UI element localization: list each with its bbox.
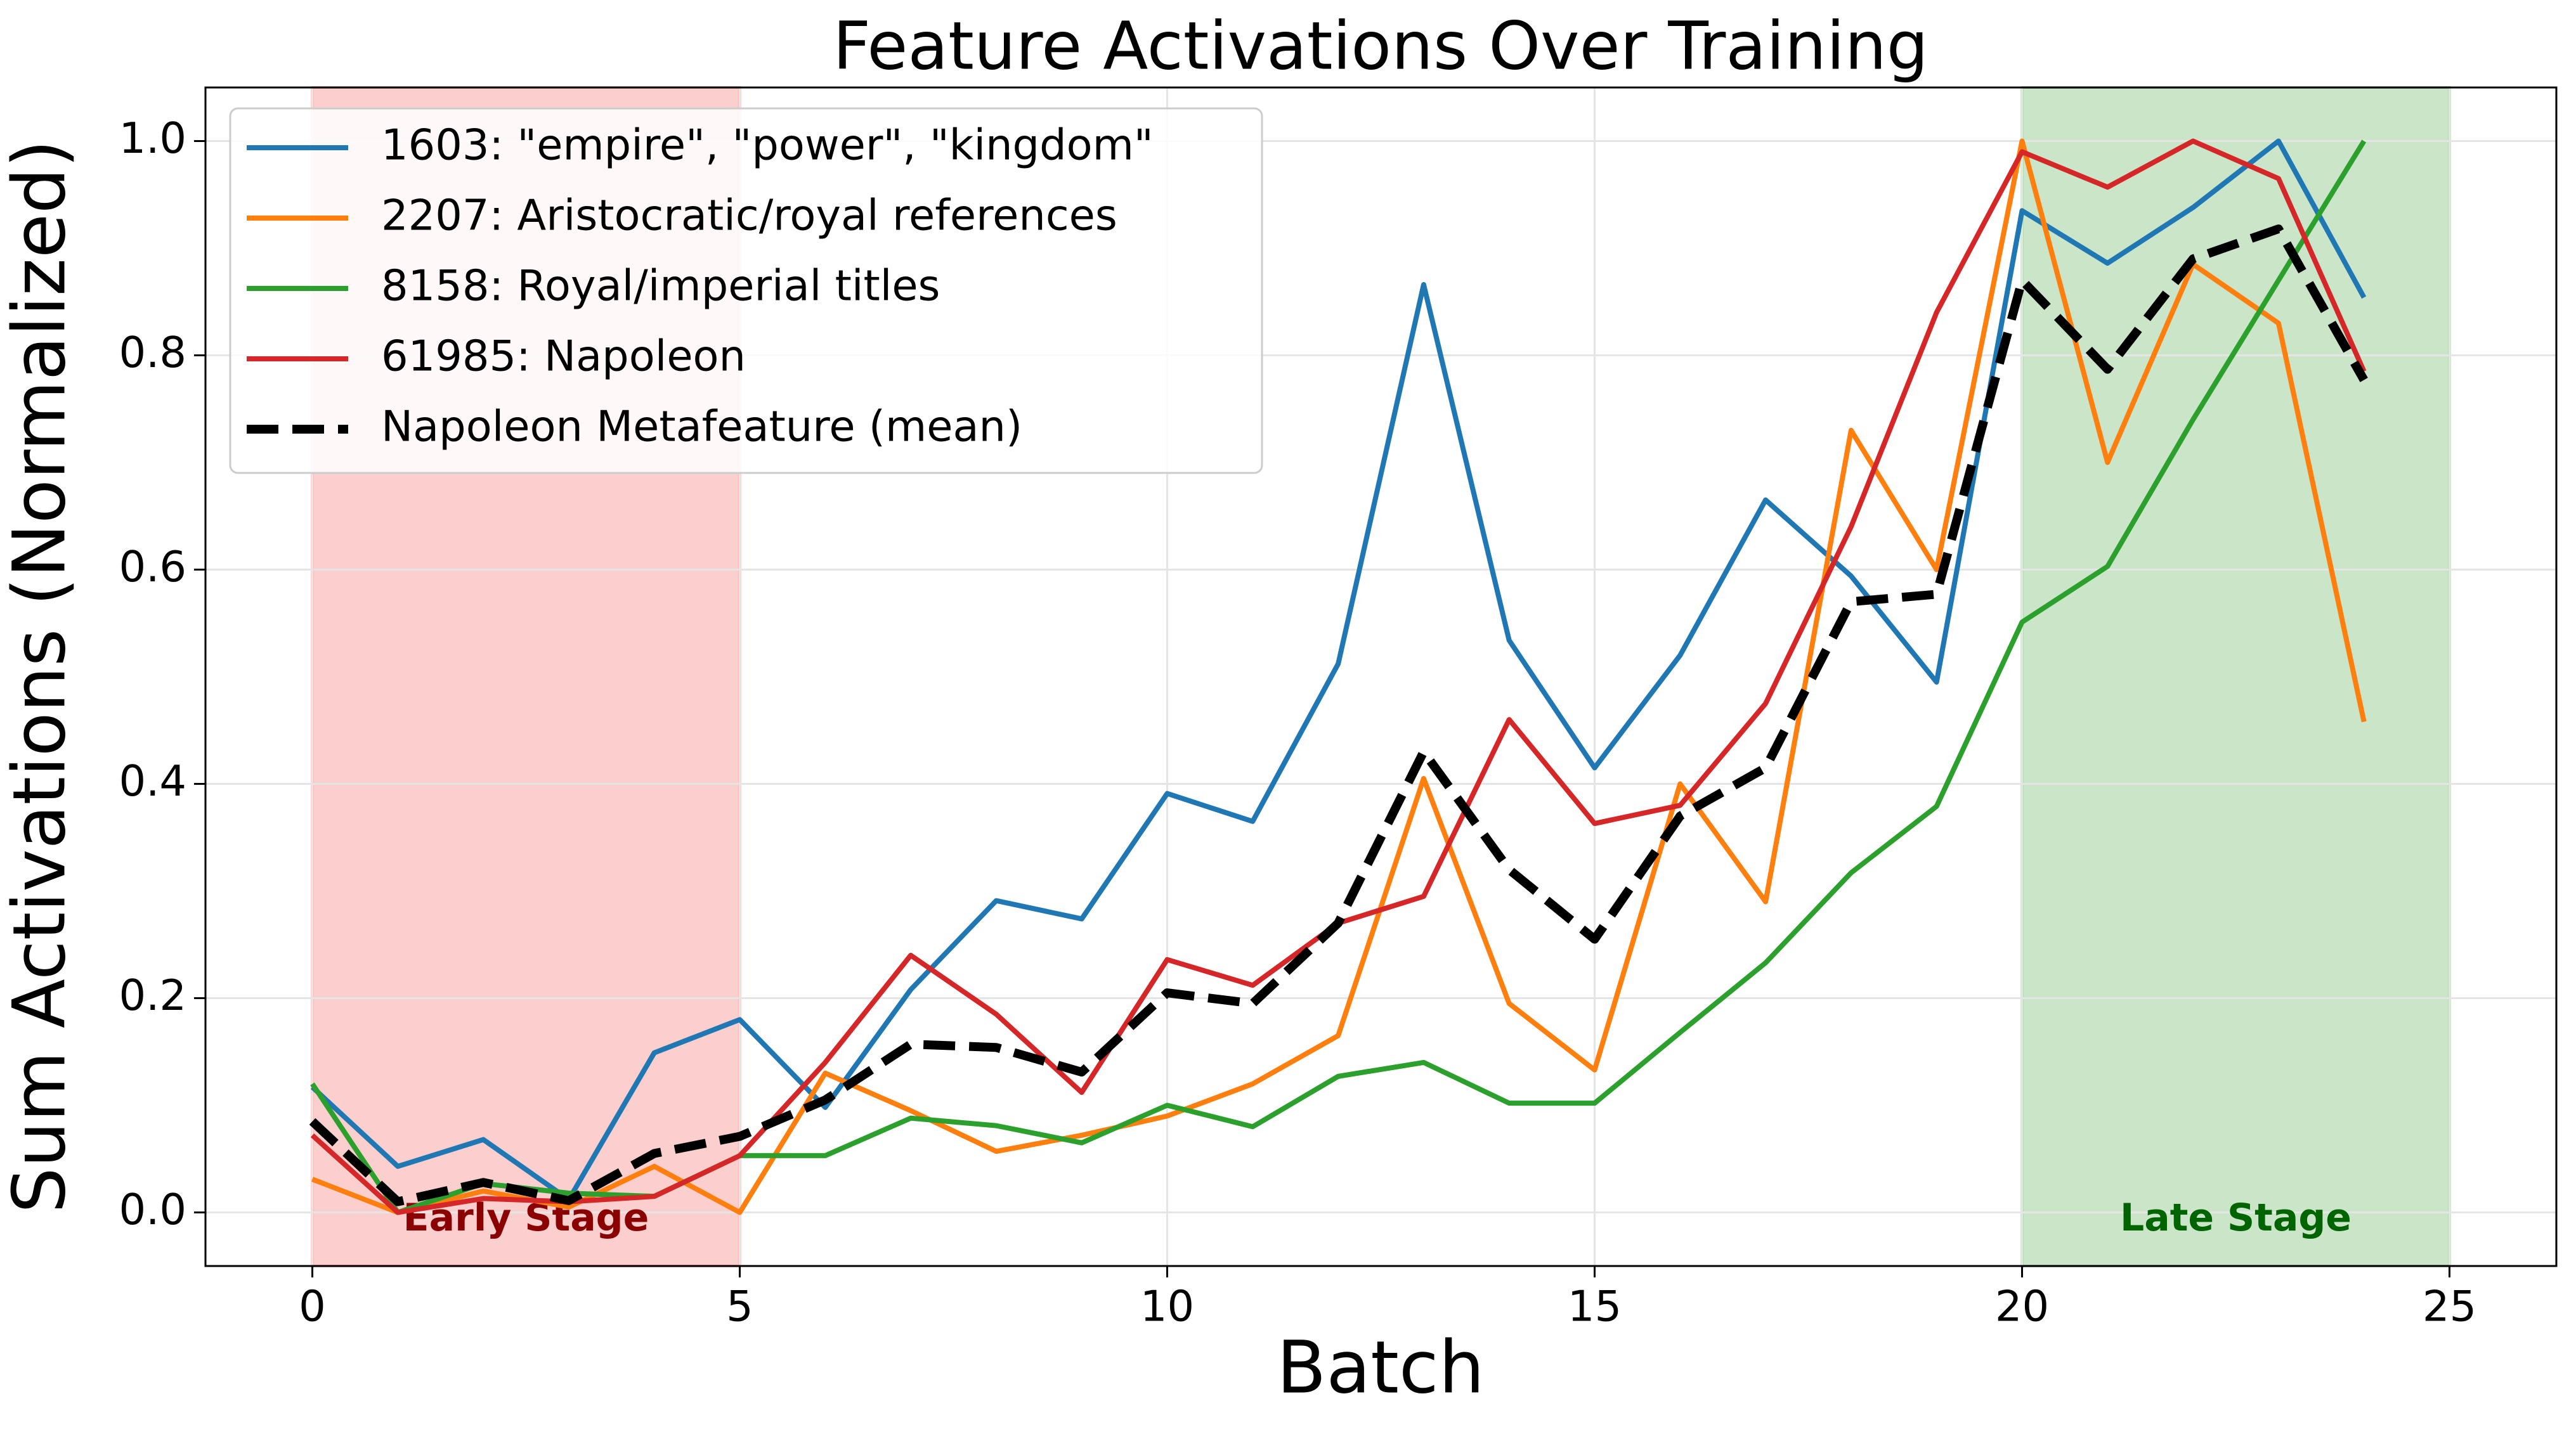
y-axis-label: Sum Activations (Normalized) <box>0 139 81 1213</box>
x-tick-label: 0 <box>299 1282 326 1331</box>
y-tick-label: 0.6 <box>119 542 186 591</box>
legend-label: Napoleon Metafeature (mean) <box>381 402 1022 451</box>
x-tick-label: 15 <box>1568 1282 1622 1331</box>
y-tick-label: 0.4 <box>119 756 186 806</box>
legend-label: 8158: Royal/imperial titles <box>381 261 940 311</box>
legend: 1603: "empire", "power", "kingdom" 2207: … <box>229 107 1263 474</box>
stage-region <box>2020 86 2451 1267</box>
y-tick-label: 0.2 <box>119 971 186 1020</box>
legend-label: 2207: Aristocratic/royal references <box>381 191 1117 240</box>
y-tick-label: 0.0 <box>119 1185 186 1234</box>
y-tick-label: 0.8 <box>119 328 186 377</box>
x-axis-label: Batch <box>1277 1325 1485 1409</box>
legend-label: 61985: Napoleon <box>381 332 746 381</box>
series-line <box>310 138 2367 1203</box>
x-tick-label: 5 <box>726 1282 753 1331</box>
legend-label: 1603: "empire", "power", "kingdom" <box>381 120 1154 170</box>
x-tick-label: 25 <box>2423 1282 2476 1331</box>
legend-box <box>229 107 1263 474</box>
x-tick-label: 10 <box>1140 1282 1194 1331</box>
y-tick-label: 1.0 <box>119 113 186 163</box>
chart-title: Feature Activations Over Training <box>833 7 1929 84</box>
series-line <box>309 224 2368 1206</box>
x-tick-label: 20 <box>1995 1282 2049 1331</box>
stage-label: Late Stage <box>2120 1196 2352 1240</box>
plot-frame <box>204 86 2558 1267</box>
series-line <box>311 138 2367 1215</box>
